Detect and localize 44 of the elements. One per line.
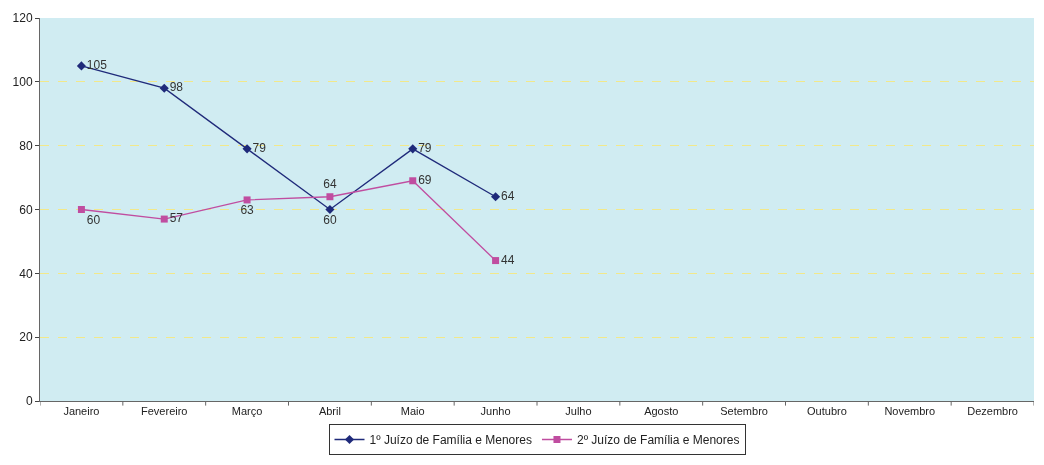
x-tick-label: Dezembro bbox=[967, 405, 1018, 418]
data-label: 79 bbox=[418, 140, 432, 155]
data-label: 105 bbox=[86, 57, 108, 72]
data-label: 98 bbox=[169, 80, 184, 95]
point bbox=[76, 61, 86, 71]
x-tick-label: Janeiro bbox=[63, 405, 100, 418]
x-tick-label: Maio bbox=[400, 405, 425, 418]
point bbox=[242, 144, 252, 154]
data-label: 79 bbox=[252, 140, 267, 155]
x-tick-label: Março bbox=[231, 405, 263, 418]
data-label: 64 bbox=[323, 177, 337, 192]
point bbox=[326, 193, 334, 201]
y-tick-label: 0 bbox=[25, 394, 33, 409]
data-label: 44 bbox=[500, 252, 515, 267]
data-label: 60 bbox=[323, 212, 337, 227]
point bbox=[77, 206, 85, 213]
point bbox=[492, 257, 500, 265]
x-tick-label: Junho bbox=[480, 405, 511, 418]
legend-label: 1º Juízo de Família e Menores bbox=[369, 433, 532, 448]
point bbox=[491, 192, 501, 202]
y-tick-label: 60 bbox=[19, 202, 33, 217]
point bbox=[159, 83, 169, 93]
point bbox=[160, 215, 168, 223]
x-tick-label: Novembro bbox=[884, 405, 936, 418]
data-label: 63 bbox=[240, 203, 255, 218]
data-label: 60 bbox=[86, 212, 101, 227]
x-tick-label: Julho bbox=[565, 405, 592, 418]
y-tick-label: 100 bbox=[12, 75, 33, 90]
x-tick-label: Outubro bbox=[807, 405, 847, 418]
x-tick-label: Agosto bbox=[644, 405, 679, 418]
point bbox=[409, 177, 417, 185]
x-tick-label: Fevereiro bbox=[141, 405, 188, 418]
legend-label: 2º Juízo de Família e Menores bbox=[576, 433, 740, 448]
point bbox=[243, 196, 251, 204]
y-tick-label: 80 bbox=[19, 138, 33, 153]
y-tick-label: 120 bbox=[12, 11, 33, 26]
point bbox=[408, 144, 418, 154]
point bbox=[325, 204, 335, 215]
y-tick-label: 20 bbox=[19, 330, 33, 345]
y-tick-label: 40 bbox=[19, 266, 33, 281]
x-tick-label: Setembro bbox=[720, 405, 768, 418]
data-label: 69 bbox=[418, 172, 432, 187]
x-tick-label: Abril bbox=[318, 405, 341, 418]
data-label: 64 bbox=[500, 188, 515, 203]
